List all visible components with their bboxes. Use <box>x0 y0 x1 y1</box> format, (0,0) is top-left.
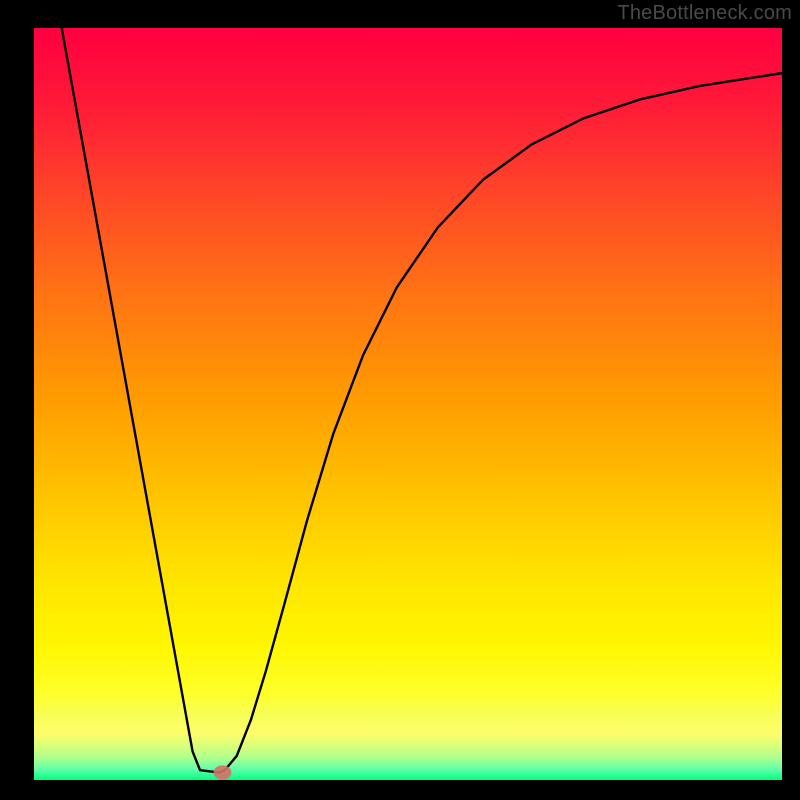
optimal-point-marker <box>214 765 232 779</box>
gradient-background <box>34 28 782 780</box>
chart-frame: TheBottleneck.com <box>0 0 800 800</box>
watermark-text: TheBottleneck.com <box>617 2 792 25</box>
plot-area <box>34 28 782 780</box>
plot-svg <box>34 28 782 780</box>
